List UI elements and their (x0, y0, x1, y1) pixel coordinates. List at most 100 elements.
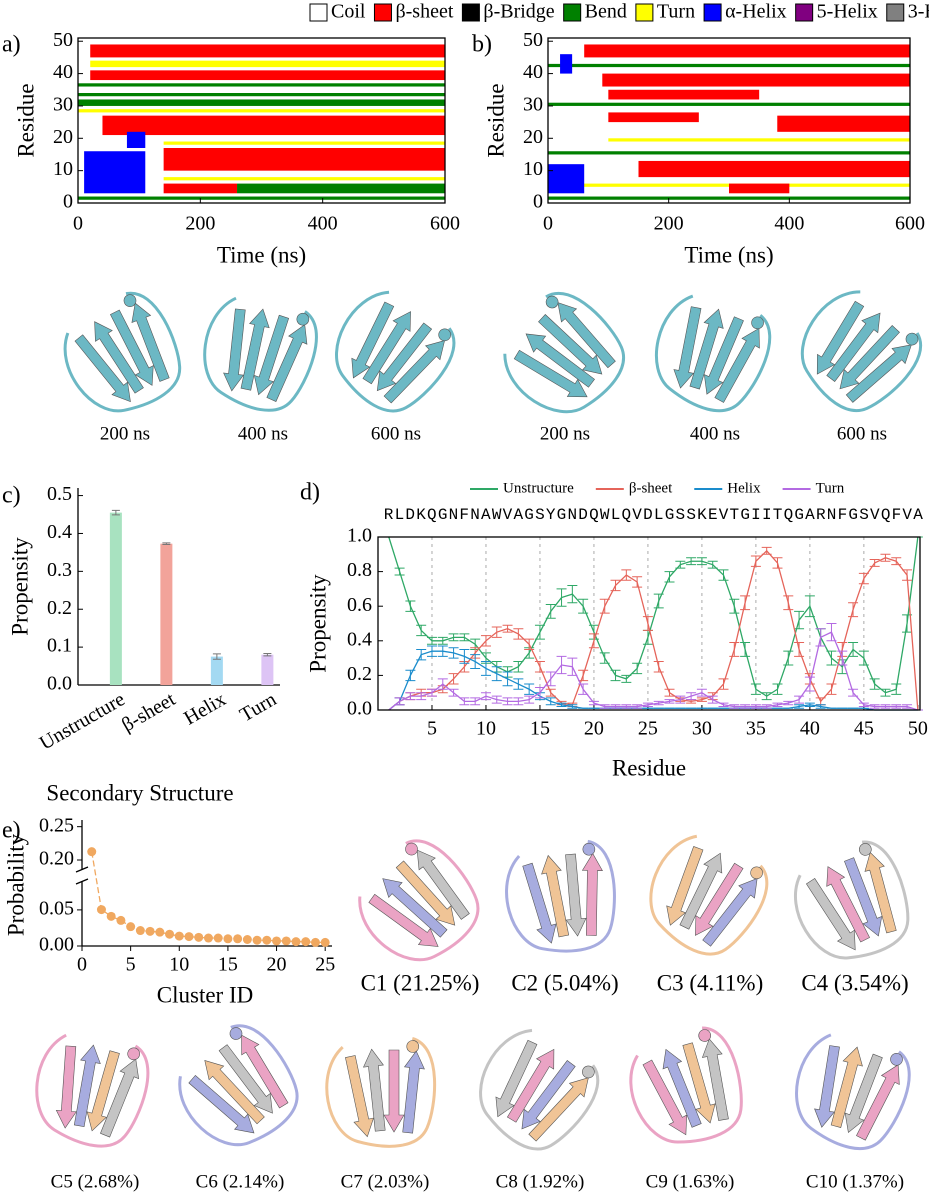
structure-strand (679, 852, 723, 930)
state-block (102, 115, 445, 136)
error-bar (664, 699, 675, 704)
y-tick-label: 0.4 (347, 628, 372, 650)
y-tick-label: 0 (533, 191, 543, 213)
structure (63, 291, 182, 413)
x-tick-label: 15 (530, 718, 550, 740)
error-bar (513, 628, 524, 640)
y-tick-label: 0.0 (347, 698, 372, 720)
error-bar (718, 678, 729, 690)
error-bar (502, 697, 513, 706)
structure-strand (714, 327, 760, 403)
series-line (388, 536, 919, 697)
error-bar (804, 595, 815, 618)
error-bar (524, 638, 535, 650)
structure (655, 294, 772, 413)
x-tick-label: 0 (73, 213, 83, 235)
error-bar (902, 569, 913, 581)
error-bar (858, 572, 869, 585)
structure-terminus (750, 866, 763, 880)
error-bar (642, 616, 653, 631)
y-tick-label: 1.0 (347, 525, 372, 547)
error-bar (610, 704, 621, 709)
error-bar (794, 704, 805, 709)
point (106, 911, 116, 921)
point (203, 933, 213, 943)
error-bar (556, 655, 567, 675)
error-bar (426, 688, 437, 697)
error-bar (534, 661, 545, 673)
x-axis-label: Time (ns) (217, 242, 306, 267)
error-bar (470, 697, 481, 706)
error-bar (405, 669, 416, 682)
error-bar (599, 704, 610, 709)
state-block (548, 63, 910, 68)
snapshot-caption: 200 ns (100, 423, 150, 444)
state-block (584, 44, 910, 58)
error-bar (621, 569, 632, 581)
error-bar (891, 704, 902, 709)
error-bar (729, 642, 740, 657)
legend-swatch (795, 3, 814, 22)
legend-label: 5-Helix (817, 1, 878, 23)
structure-strand (844, 857, 883, 937)
error-bar (588, 700, 599, 706)
error-bar (772, 557, 783, 569)
legend-label: Unstructure (503, 480, 574, 496)
structure (358, 839, 480, 962)
legend-label: Helix (727, 480, 761, 496)
legend-label: β-sheet (395, 1, 453, 23)
structure-loop (203, 296, 318, 412)
structure-strand (565, 853, 587, 937)
x-tick-label: 400 (774, 213, 804, 235)
error-bar (394, 697, 405, 706)
y-tick-label: 0.2 (47, 597, 72, 619)
y-tick-label: 0.25 (39, 814, 74, 836)
structure-terminus (751, 316, 764, 330)
point (126, 922, 136, 932)
structure-strand (253, 314, 290, 396)
legend-swatch (461, 3, 480, 22)
error-bar (416, 624, 427, 637)
error-bar (761, 546, 772, 555)
x-tick-label: 200 (185, 213, 215, 235)
x-axis-label: Residue (612, 755, 686, 780)
point (213, 933, 223, 943)
structure-strand (522, 862, 557, 944)
structure-strand (845, 344, 912, 403)
structure-loop (649, 834, 769, 956)
error-bar (588, 633, 599, 649)
structure-loop (505, 839, 616, 953)
structure-strand (695, 862, 744, 936)
error-bar (848, 602, 859, 618)
y-axis-label: Residue (483, 83, 508, 157)
series-line (388, 549, 919, 711)
structure (795, 1033, 911, 1150)
error-bar (696, 697, 707, 702)
y-tick-label: 0.00 (39, 934, 74, 956)
error-bar (480, 635, 491, 647)
state-block (90, 44, 445, 58)
bar (160, 543, 173, 685)
structure (35, 1033, 150, 1148)
error-bar (815, 697, 826, 706)
structure-strand (266, 324, 308, 402)
structure-terminus (296, 312, 310, 326)
structure-terminus (890, 1053, 903, 1066)
state-block (84, 151, 146, 194)
state-block (729, 183, 790, 194)
x-tick-label: 20 (267, 954, 287, 976)
point (301, 937, 311, 947)
state-block (163, 177, 445, 181)
structure-strand (506, 1048, 555, 1123)
sequence: RLDKQGNFNAWVAGSYGNDQWLQVDLGSSKEVTGIITQGA… (384, 506, 923, 524)
x-tick-label: 600 (430, 213, 460, 235)
structure-strand (830, 1046, 863, 1128)
point (194, 932, 204, 942)
state-block (163, 148, 445, 171)
error-bar (718, 569, 729, 581)
error-bar (502, 671, 513, 687)
state-block (78, 109, 445, 113)
error-bar (470, 654, 481, 669)
legend-swatch (373, 3, 392, 22)
